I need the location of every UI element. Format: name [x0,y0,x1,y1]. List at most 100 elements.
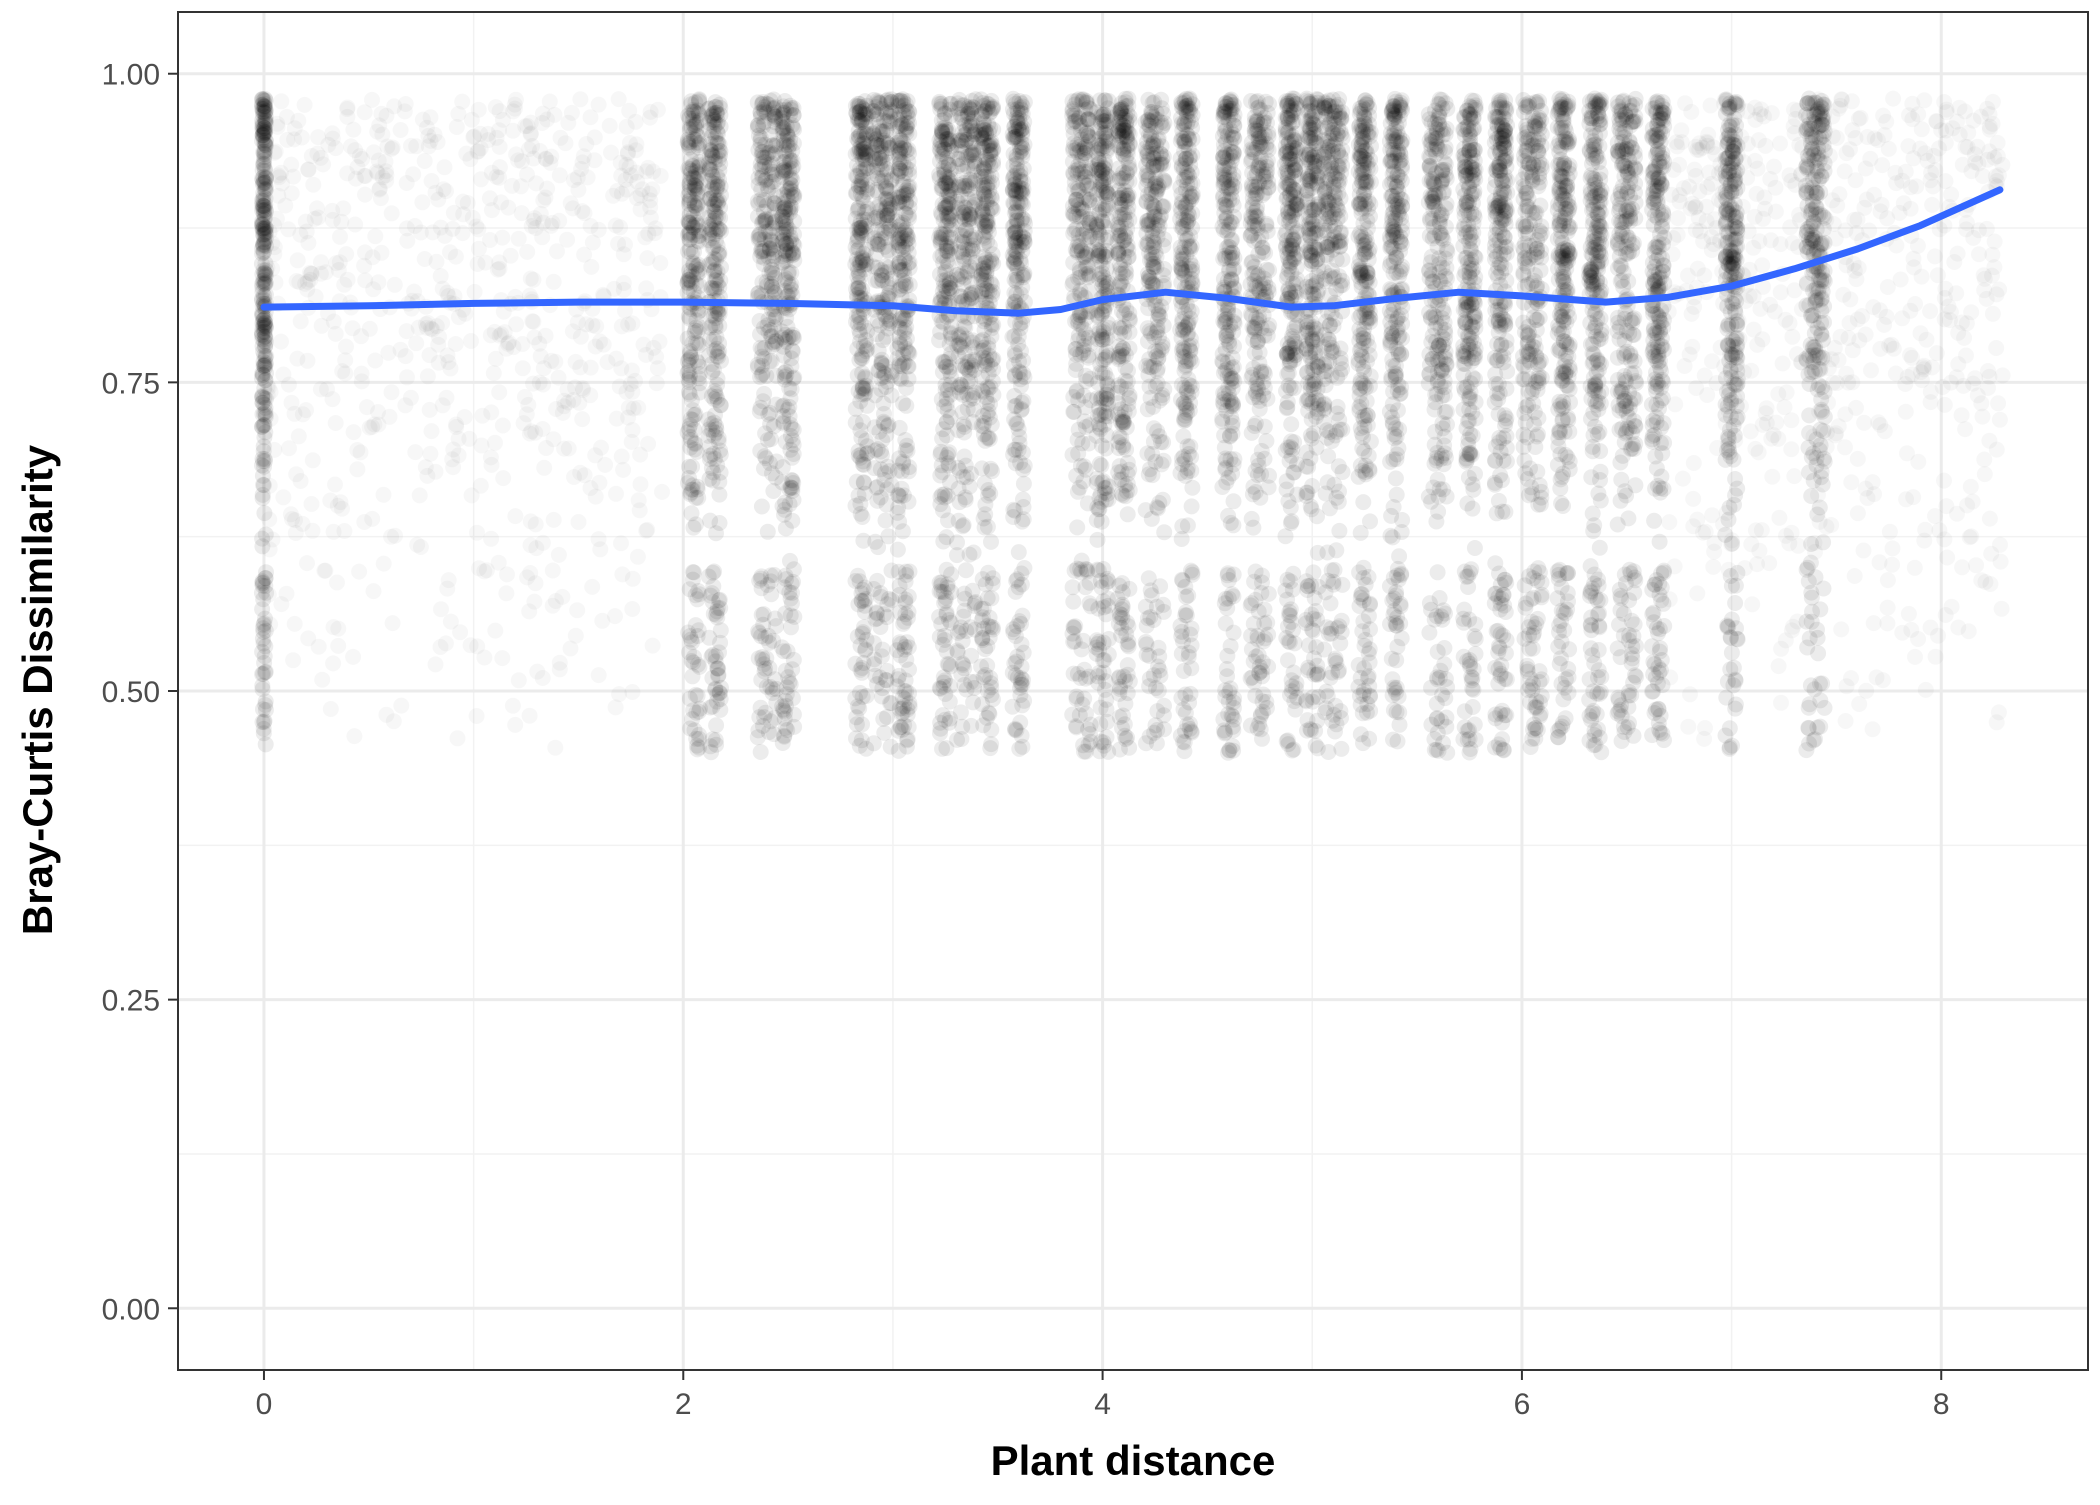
data-point [854,509,870,525]
data-point [633,201,649,217]
data-point [255,453,271,469]
data-point [422,402,438,418]
data-point [958,359,974,375]
data-point [1957,103,1973,119]
data-point [684,392,700,408]
data-point [1865,474,1881,490]
data-point [1973,572,1989,588]
data-point [511,672,527,688]
data-point [258,169,274,185]
data-point [1882,524,1898,540]
data-point [889,111,905,127]
data-point [547,740,563,756]
data-point [385,615,401,631]
data-point [591,97,607,113]
data-point [686,256,702,272]
data-point [1866,187,1882,203]
data-point [962,547,978,563]
data-point [354,366,370,382]
data-point [596,337,612,353]
data-point [786,609,802,625]
data-point [983,534,999,550]
data-point [1989,714,2005,730]
data-point [867,534,883,550]
data-point [273,93,289,109]
data-point [619,119,635,135]
data-point [778,520,794,536]
data-point [1071,111,1087,127]
data-point [1704,507,1720,523]
data-point [494,650,510,666]
data-point [897,691,913,707]
data-point [654,484,670,500]
data-point [545,563,561,579]
data-point [473,171,489,187]
data-point [311,639,327,655]
data-point [1879,615,1895,631]
data-point [980,379,996,395]
data-point [1850,451,1866,467]
data-point [684,711,700,727]
data-point [1661,514,1677,530]
data-point [407,444,423,460]
data-point [467,284,483,300]
data-point [333,214,349,230]
data-point [318,264,334,280]
data-point [981,153,997,169]
data-point [1954,407,1970,423]
data-point [974,418,990,434]
data-point [1907,296,1923,312]
data-point [1839,145,1855,161]
data-point [874,355,890,371]
data-point [519,244,535,260]
data-point [688,516,704,532]
data-point [983,679,999,695]
data-point [519,406,535,422]
data-point [777,93,793,109]
data-point [257,357,273,373]
data-point [257,578,273,594]
data-point [428,464,444,480]
data-point [387,277,403,293]
data-point [1923,165,1939,181]
data-point [1016,693,1032,709]
data-point [1957,421,1973,437]
data-point [356,258,372,274]
data-point [303,266,319,282]
data-point [759,178,775,194]
data-point [1670,210,1686,226]
data-point [486,365,502,381]
data-point [463,333,479,349]
data-point [637,229,653,245]
data-point [681,196,697,212]
data-point [254,121,270,137]
data-point [614,318,630,334]
data-point [460,195,476,211]
data-point [605,188,621,204]
data-point [1842,315,1858,331]
data-point [1980,380,1996,396]
data-point [1851,696,1867,712]
data-point [376,487,392,503]
data-point [979,192,995,208]
data-point [625,571,641,587]
data-point [1982,122,1998,138]
data-point [1006,106,1022,122]
data-point [978,576,994,592]
data-point [1880,279,1896,295]
data-point [591,531,607,547]
data-point [782,416,798,432]
data-point [275,367,291,383]
data-point [932,496,948,512]
data-point [1070,666,1086,682]
data-point [433,601,449,617]
data-point [1835,287,1851,303]
data-point [1074,553,1090,569]
data-point [438,635,454,651]
data-point [951,481,967,497]
data-point [937,123,953,139]
data-point [682,691,698,707]
data-point [585,235,601,251]
data-point [876,725,892,741]
